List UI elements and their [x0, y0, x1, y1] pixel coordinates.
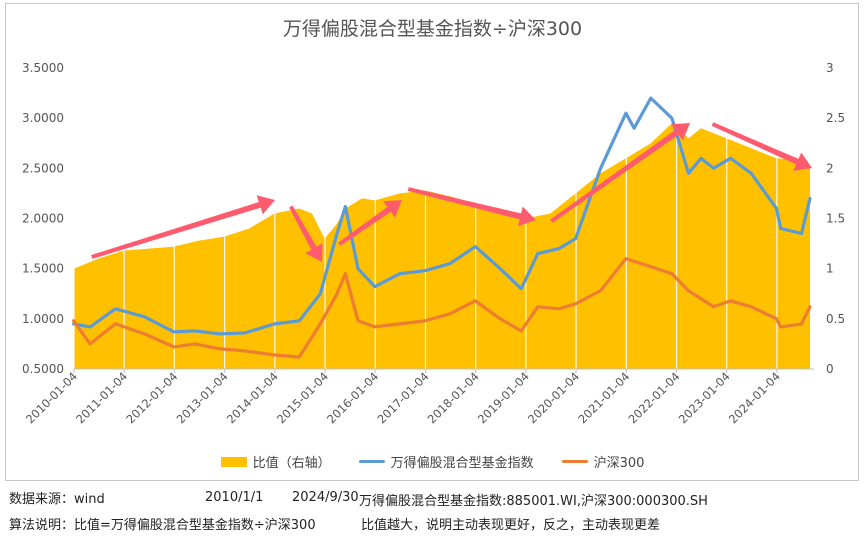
annotation-arrow — [550, 123, 690, 223]
right-axis-tick-label: 1.5 — [826, 212, 845, 226]
series-line-hs300 — [72, 257, 812, 359]
footer-start-date: 2010/1/1 — [205, 490, 264, 505]
left-axis-tick-label: 3.5000 — [22, 61, 64, 75]
right-axis-tick-label: 1 — [826, 262, 834, 276]
chart-title: 万得偏股混合型基金指数÷沪深300 — [282, 18, 583, 40]
x-axis-tick-label: 2012-01-04 — [123, 369, 180, 426]
x-axis-tick-label: 2016-01-04 — [324, 369, 381, 426]
legend-item-ratio: 比值（右轴） — [220, 452, 331, 471]
x-axis-tick-label: 2024-01-04 — [726, 369, 783, 426]
x-axis-tick-label: 2014-01-04 — [224, 369, 281, 426]
annotation-arrow — [407, 187, 536, 227]
legend-swatch-fund-index — [358, 460, 385, 463]
right-axis-tick-label: 2.5 — [826, 111, 845, 125]
x-axis-tick-label: 2020-01-04 — [525, 369, 582, 426]
left-axis-tick-label: 1.0000 — [22, 312, 64, 326]
x-axis-tick-label: 2021-01-04 — [575, 369, 632, 426]
annotation-arrow — [711, 122, 812, 171]
x-axis-tick-label: 2013-01-04 — [174, 369, 231, 426]
left-axis-tick-label: 2.0000 — [22, 212, 64, 226]
x-axis-tick-label: 2019-01-04 — [475, 369, 532, 426]
legend-label-fund-index: 万得偏股混合型基金指数 — [390, 456, 534, 471]
right-axis-tick-label: 2 — [826, 161, 834, 175]
annotation-arrow — [289, 205, 323, 262]
legend-item-hs300: 沪深300 — [561, 452, 645, 471]
x-axis-tick-label: 2022-01-04 — [625, 369, 682, 426]
annotation-arrow — [91, 195, 275, 259]
x-axis-tick-label: 2011-01-04 — [73, 369, 130, 426]
x-axis-tick-label: 2017-01-04 — [374, 369, 431, 426]
legend-label-ratio: 比值（右轴） — [252, 456, 331, 471]
footer-source: 数据来源：wind — [9, 492, 105, 507]
left-axis-tick-label: 1.5000 — [22, 262, 64, 276]
right-axis-tick-label: 3 — [826, 61, 834, 75]
footer-codes: 万得偏股混合型基金指数:885001.WI,沪深300:000300.SH — [359, 494, 708, 509]
footer-end-date: 2024/9/30 — [292, 490, 359, 505]
left-axis-tick-label: 2.5000 — [22, 161, 64, 175]
right-axis-tick-label: 0 — [826, 362, 834, 376]
x-axis-tick-label: 2018-01-04 — [425, 369, 482, 426]
right-axis-tick-label: 0.5 — [826, 312, 845, 326]
left-axis-tick-label: 3.0000 — [22, 111, 64, 125]
legend-label-hs300: 沪深300 — [593, 456, 645, 471]
annotation-arrow — [338, 200, 402, 246]
legend: 比值（右轴） 万得偏股混合型基金指数 沪深300 — [0, 452, 865, 471]
legend-swatch-hs300 — [561, 460, 588, 463]
legend-swatch-ratio — [220, 456, 247, 467]
legend-item-fund-index: 万得偏股混合型基金指数 — [358, 452, 534, 471]
x-axis-tick-label: 2010-01-04 — [23, 369, 80, 426]
footer-method: 算法说明：比值=万得偏股混合型基金指数÷沪深300 — [9, 518, 316, 533]
footer-note: 比值越大，说明主动表现更好，反之，主动表现更差 — [361, 518, 661, 533]
x-axis-tick-label: 2023-01-04 — [676, 369, 733, 426]
x-axis-tick-label: 2015-01-04 — [274, 369, 331, 426]
left-axis-tick-label: 0.5000 — [22, 362, 64, 376]
series-line-fund-index — [72, 96, 812, 336]
